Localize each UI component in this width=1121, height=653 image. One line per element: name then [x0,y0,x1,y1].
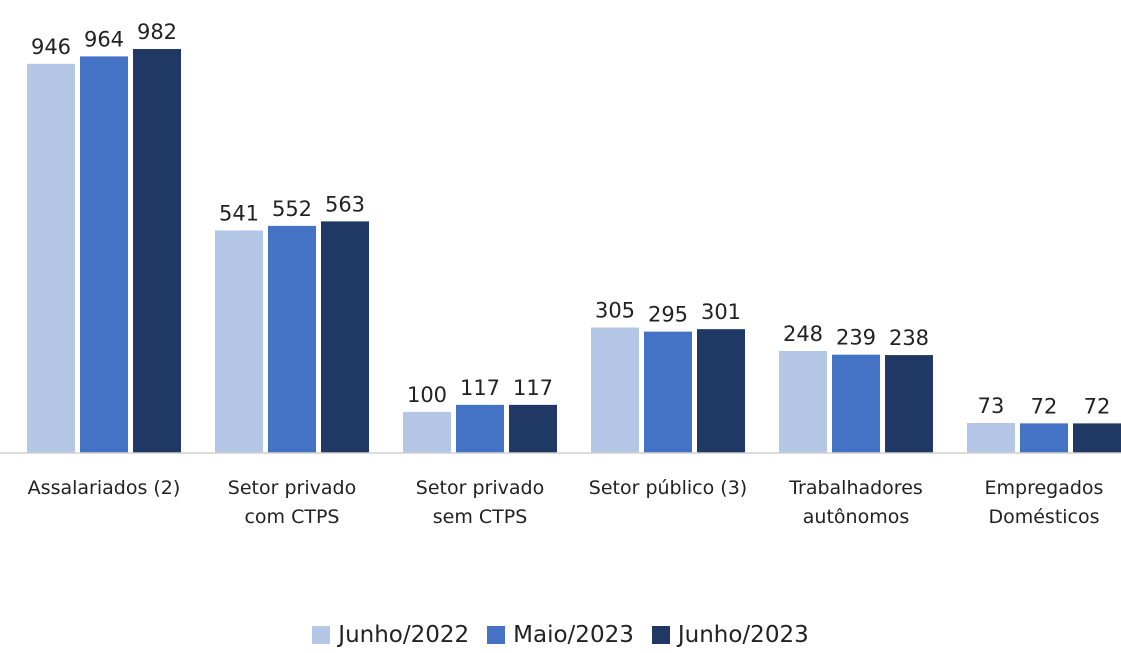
legend-item: Junho/2023 [651,622,809,648]
x-tick-label: Trabalhadores autônomos [789,477,923,528]
value-label: 552 [272,197,312,221]
value-label: 238 [889,326,929,350]
legend: Junho/2022 Maio/2023 Junho/2023 [0,622,1121,648]
value-label: 117 [513,376,553,400]
bar [133,49,181,453]
value-label: 239 [836,326,876,350]
value-label: 295 [648,303,688,327]
bar [509,404,557,453]
bar [456,404,504,453]
value-label: 964 [84,27,124,51]
x-tick-label: Assalariados (2) [27,477,181,499]
bar [403,411,451,453]
bar [1073,423,1121,453]
legend-swatch [651,626,670,644]
bar [321,221,369,453]
legend-swatch [312,626,331,644]
value-label: 100 [407,383,447,407]
value-label: 946 [31,35,71,59]
x-tick-label: Setor privado com CTPS [227,477,357,528]
bar [885,355,933,453]
bar [832,354,880,453]
bar [591,327,639,453]
value-label: 73 [978,394,1005,418]
legend-label: Maio/2023 [513,622,634,648]
bar [268,225,316,453]
bar [779,350,827,453]
bar [967,422,1015,453]
value-label: 248 [783,322,823,346]
legend-item: Maio/2023 [487,622,634,648]
legend-item: Junho/2022 [312,622,469,648]
x-tick-label: Setor público (3) [588,477,748,499]
value-label: 305 [595,299,635,323]
value-label: 117 [460,376,500,400]
bar [697,329,745,453]
value-label: 563 [325,192,365,216]
value-label: 541 [219,201,259,225]
x-tick-label: Setor privado sem CTPS [415,477,545,528]
legend-swatch [487,626,506,644]
bar [1020,423,1068,453]
bar [644,331,692,453]
bar [27,63,75,454]
value-label: 72 [1084,394,1111,418]
value-label: 982 [137,20,177,44]
bar [80,56,128,453]
legend-label: Junho/2023 [677,622,809,648]
x-tick-label: Empregados Domésticos [984,477,1104,528]
value-label: 301 [701,300,741,324]
value-label: 72 [1031,394,1058,418]
bar [215,230,263,453]
legend-label: Junho/2022 [338,622,470,648]
